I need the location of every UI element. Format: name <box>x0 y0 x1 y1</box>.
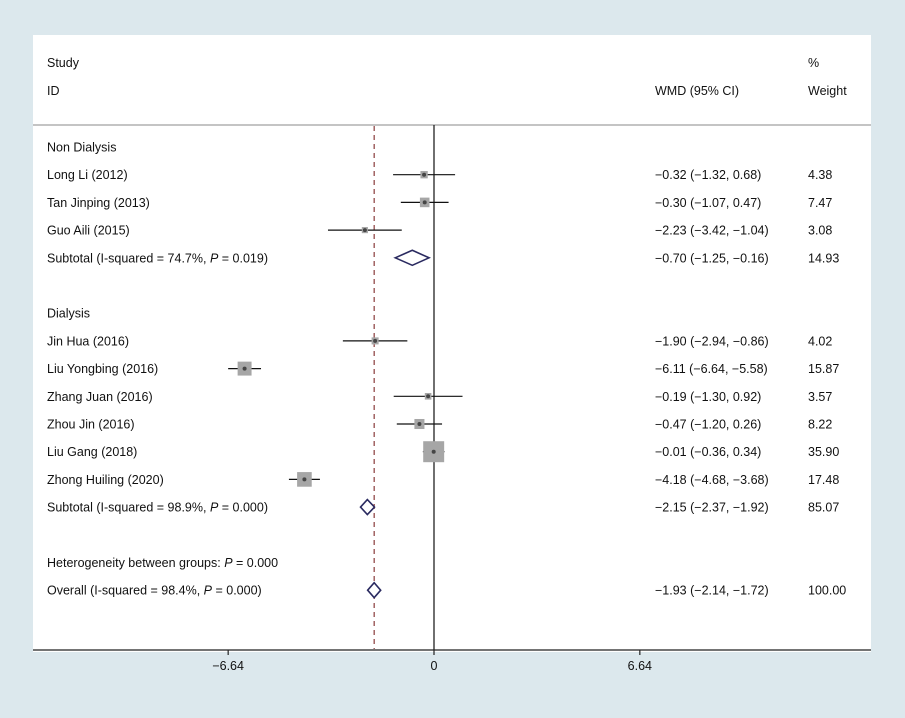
effect-point <box>431 449 436 454</box>
study-id: Guo Aili (2015) <box>47 224 130 238</box>
study-weight: 8.22 <box>808 418 832 432</box>
study-ci-text: −0.30 (−1.07, 0.47) <box>655 196 761 210</box>
study-ci-text: −0.19 (−1.30, 0.92) <box>655 390 761 404</box>
effect-point <box>242 366 247 371</box>
overall-weight: 100.00 <box>808 584 846 598</box>
subtotal-ci-text: −0.70 (−1.25, −0.16) <box>655 251 769 265</box>
plot-area <box>33 35 871 652</box>
study-weight: 3.08 <box>808 224 832 238</box>
header-weight-label: Weight <box>808 84 847 98</box>
subtotal-weight: 14.93 <box>808 251 839 265</box>
effect-point <box>422 172 427 177</box>
effect-point <box>302 477 307 482</box>
study-weight: 35.90 <box>808 445 839 459</box>
header-wmd-label: WMD (95% CI) <box>655 84 739 98</box>
effect-point <box>373 338 378 343</box>
study-id: Tan Jinping (2013) <box>47 196 150 210</box>
study-ci-text: −1.90 (−2.94, −0.86) <box>655 334 769 348</box>
study-ci-text: −0.01 (−0.36, 0.34) <box>655 445 761 459</box>
study-id: Zhong Huiling (2020) <box>47 473 164 487</box>
header-study-label: Study <box>47 56 80 70</box>
overall-label: Overall (I-squared = 98.4%, P = 0.000) <box>47 584 262 598</box>
axis-tick-label: 0 <box>431 659 438 673</box>
subtotal-label: Subtotal (I-squared = 74.7%, P = 0.019) <box>47 251 268 265</box>
study-weight: 4.38 <box>808 168 832 182</box>
effect-point <box>422 200 427 205</box>
subtotal-diamond <box>393 249 431 267</box>
study-id: Zhou Jin (2016) <box>47 418 135 432</box>
group-label: Dialysis <box>47 307 90 321</box>
column-headers: Study ID WMD (95% CI) % Weight <box>47 56 847 98</box>
heterogeneity-note: Heterogeneity between groups: P = 0.000 <box>47 556 278 570</box>
study-weight: 3.57 <box>808 390 832 404</box>
group-label: Non Dialysis <box>47 141 116 155</box>
study-weight: 4.02 <box>808 334 832 348</box>
subtotal-label: Subtotal (I-squared = 98.9%, P = 0.000) <box>47 501 268 515</box>
overall-diamond <box>366 581 382 599</box>
study-id: Zhang Juan (2016) <box>47 390 153 404</box>
study-ci-text: −2.23 (−3.42, −1.04) <box>655 224 769 238</box>
overall-ci-text: −1.93 (−2.14, −1.72) <box>655 584 769 598</box>
header-id-label: ID <box>47 84 60 98</box>
study-id: Jin Hua (2016) <box>47 334 129 348</box>
header-percent-label: % <box>808 56 819 70</box>
study-ci-text: −6.11 (−6.64, −5.58) <box>655 362 768 376</box>
study-ci-text: −0.47 (−1.20, 0.26) <box>655 418 761 432</box>
study-id: Liu Gang (2018) <box>47 445 137 459</box>
study-weight: 15.87 <box>808 362 839 376</box>
plot-content: Non Dialysis Long Li (2012) −0.32 (−1.32, … <box>33 124 871 673</box>
study-id: Liu Yongbing (2016) <box>47 362 158 376</box>
subtotal-ci-text: −2.15 (−2.37, −1.92) <box>655 501 769 515</box>
effect-point <box>426 394 431 399</box>
study-weight: 17.48 <box>808 473 839 487</box>
study-id: Long Li (2012) <box>47 168 128 182</box>
subtotal-diamond <box>359 498 376 516</box>
study-ci-text: −4.18 (−4.68, −3.68) <box>655 473 769 487</box>
axis-tick-label: −6.64 <box>212 659 244 673</box>
study-weight: 7.47 <box>808 196 832 210</box>
subtotal-weight: 85.07 <box>808 501 839 515</box>
study-ci-text: −0.32 (−1.32, 0.68) <box>655 168 761 182</box>
axis-tick-label: 6.64 <box>628 659 652 673</box>
effect-point <box>362 228 367 233</box>
effect-point <box>417 422 422 426</box>
